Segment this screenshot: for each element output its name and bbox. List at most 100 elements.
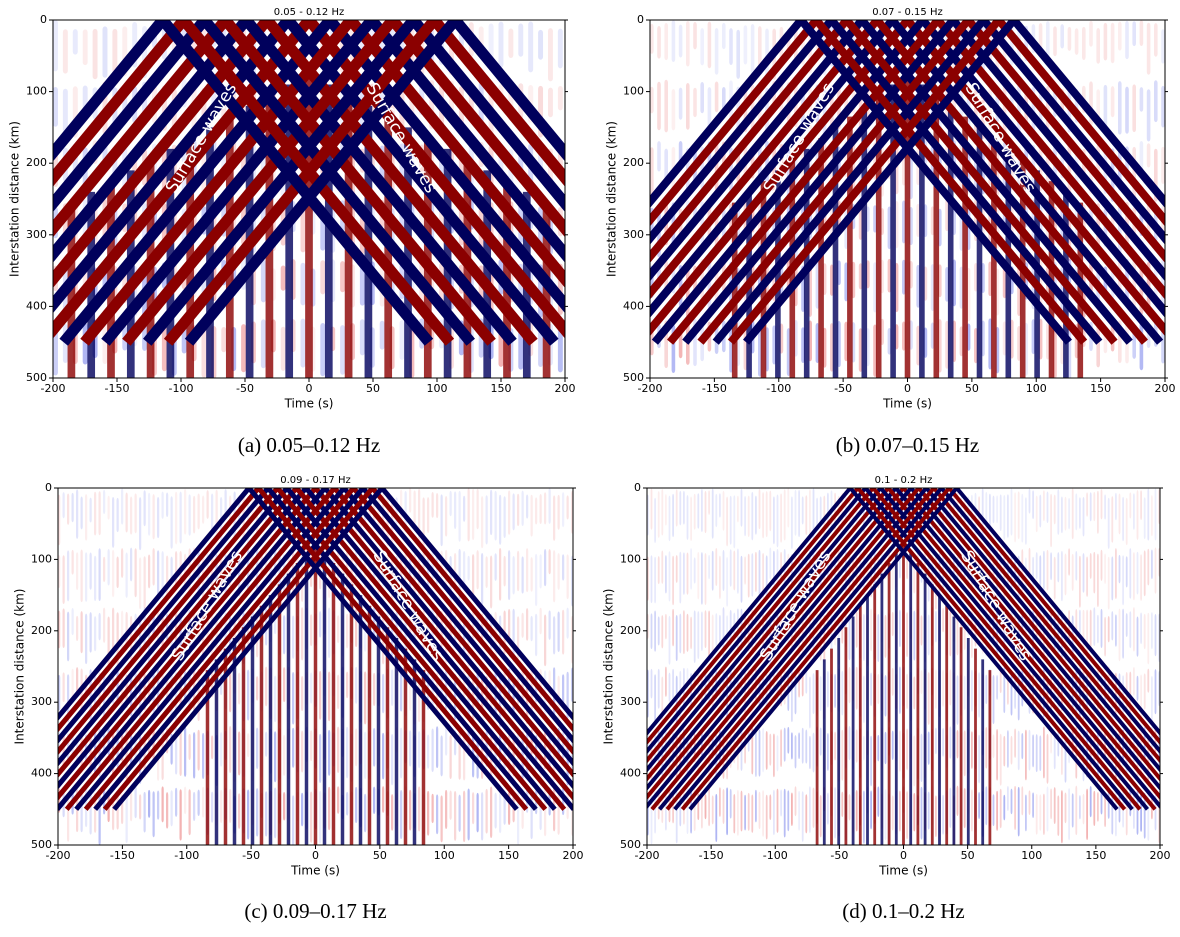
noise — [1154, 23, 1158, 57]
noise — [1104, 23, 1108, 61]
noise — [418, 731, 420, 768]
noise — [1137, 552, 1139, 595]
noise — [1036, 496, 1038, 533]
noise — [441, 735, 443, 776]
noise — [148, 493, 150, 536]
noise — [1018, 787, 1020, 837]
y-tick-label: 100 — [26, 85, 47, 98]
y-tick-label: 300 — [31, 695, 52, 708]
noise — [121, 611, 123, 652]
noise — [1021, 786, 1023, 815]
noise — [409, 730, 411, 766]
noise — [683, 552, 685, 595]
noise — [1000, 734, 1002, 786]
noise — [283, 735, 285, 776]
noise — [712, 795, 714, 824]
noise — [103, 490, 105, 514]
noise — [211, 494, 213, 532]
noise — [1125, 87, 1129, 134]
noise — [827, 793, 829, 825]
noise — [777, 789, 779, 833]
noise — [1068, 143, 1072, 195]
noise — [780, 729, 782, 767]
noise — [1101, 489, 1103, 519]
noise — [856, 790, 858, 832]
noise — [1057, 795, 1059, 836]
noise — [391, 794, 393, 831]
noise — [700, 28, 704, 65]
noise — [748, 496, 750, 537]
noise — [400, 790, 402, 839]
noise — [1018, 731, 1020, 771]
noise — [202, 787, 204, 818]
noise — [549, 549, 551, 574]
noise — [1047, 734, 1049, 784]
noise — [1097, 615, 1099, 644]
noise — [1122, 497, 1124, 541]
noise — [690, 617, 692, 649]
noise — [531, 557, 533, 592]
noise — [90, 498, 92, 523]
noise — [701, 611, 703, 650]
noise — [436, 493, 438, 518]
y-tick-label: 200 — [623, 156, 644, 169]
noise — [834, 674, 836, 708]
noise — [1155, 489, 1157, 541]
noise — [504, 496, 506, 538]
noise — [522, 794, 524, 829]
noise — [971, 731, 973, 769]
noise — [81, 550, 83, 603]
x-tick-label: 150 — [498, 849, 519, 862]
noise — [1050, 494, 1052, 547]
noise — [1029, 489, 1031, 514]
noise — [508, 29, 513, 59]
noise — [957, 489, 959, 515]
noise — [694, 494, 696, 530]
noise — [355, 728, 357, 766]
noise — [708, 610, 710, 660]
noise — [490, 556, 492, 609]
noise — [885, 615, 887, 658]
noise — [658, 616, 660, 645]
noise — [787, 790, 789, 831]
y-tick-label: 0 — [45, 481, 52, 494]
noise — [441, 494, 443, 546]
noise — [99, 548, 101, 601]
noise — [94, 556, 96, 601]
noise — [1126, 498, 1128, 545]
noise — [913, 793, 915, 832]
noise — [1054, 495, 1056, 525]
noise — [139, 557, 141, 609]
noise — [1032, 490, 1034, 519]
noise — [1119, 555, 1121, 583]
noise — [1101, 609, 1103, 648]
noise — [202, 495, 204, 523]
x-tick-label: -150 — [105, 382, 130, 395]
noise — [964, 676, 966, 710]
noise — [189, 734, 191, 760]
noise — [773, 496, 775, 544]
x-axis-label: Time (s) — [878, 864, 928, 878]
noise — [665, 555, 667, 593]
chart-title: 0.09 - 0.17 Hz — [280, 475, 350, 486]
y-tick-label: 200 — [26, 156, 47, 169]
noise — [928, 792, 930, 830]
noise — [676, 615, 678, 661]
noise — [1043, 794, 1045, 835]
noise — [241, 324, 246, 372]
noise — [719, 556, 721, 599]
noise — [1133, 552, 1135, 600]
noise — [744, 496, 746, 536]
noise — [319, 611, 321, 637]
noise — [130, 548, 132, 582]
noise — [83, 29, 88, 65]
noise — [780, 493, 782, 542]
noise — [658, 556, 660, 584]
noise — [477, 550, 479, 589]
noise — [813, 733, 815, 773]
noise — [391, 734, 393, 785]
x-tick-label: 50 — [961, 849, 975, 862]
noise — [863, 614, 865, 661]
noise — [762, 492, 764, 538]
noise — [701, 489, 703, 532]
